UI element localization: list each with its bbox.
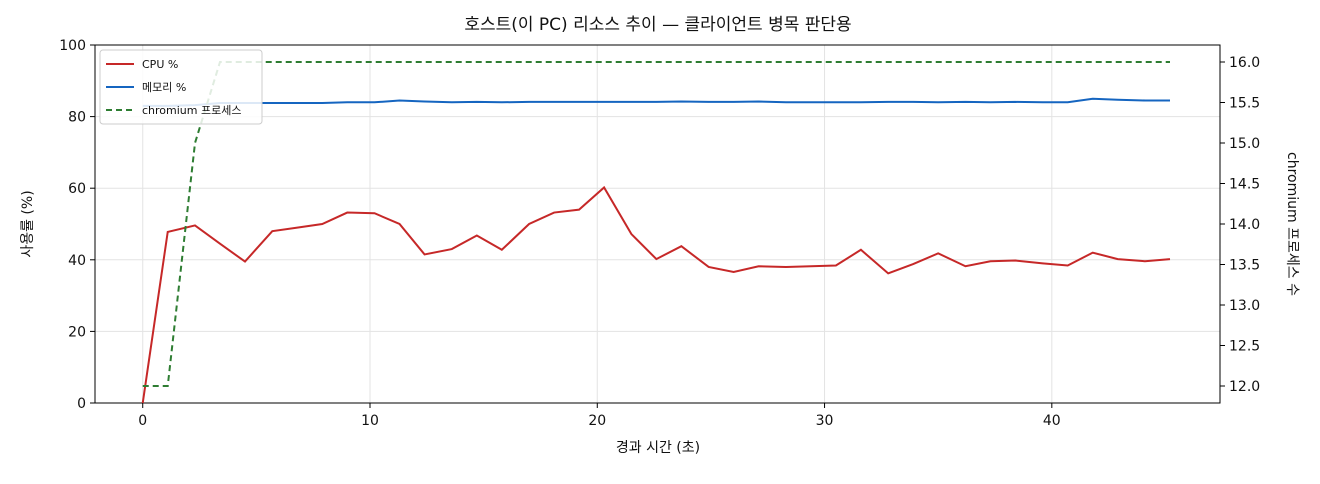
x-axis-label: 경과 시간 (초) — [616, 440, 700, 456]
y2-tick-label: 14.0 — [1229, 217, 1260, 233]
legend: CPU % 메모리 % chromium 프로세스 — [99, 49, 263, 125]
y2-axis-label: chromium 프로세스 수 — [1284, 152, 1300, 296]
y2-tick-label: 13.5 — [1229, 257, 1260, 273]
x-tick-label: 10 — [361, 413, 379, 429]
y-tick-label: 60 — [68, 181, 86, 197]
series-line — [141, 185, 1171, 404]
legend-label: 메모리 % — [142, 81, 186, 94]
y2-tick-label: 14.5 — [1229, 177, 1260, 193]
x-tick-label: 40 — [1043, 413, 1061, 429]
y-tick-label: 20 — [68, 324, 86, 340]
series-line — [142, 97, 1170, 107]
y2-tick-label: 12.0 — [1229, 379, 1260, 395]
y-tick-label: 40 — [68, 253, 86, 269]
x-tick-label: 30 — [816, 413, 834, 429]
y2-tick-label: 15.0 — [1229, 136, 1260, 152]
y-tick-label: 80 — [68, 110, 86, 126]
x-tick-label: 0 — [138, 413, 147, 429]
y2-tick-label: 13.0 — [1229, 298, 1260, 314]
y2-tick-label: 15.5 — [1229, 96, 1260, 112]
legend-box — [99, 49, 263, 125]
y-axis-label: 사용률 (%) — [20, 190, 36, 257]
y-tick-label: 100 — [59, 38, 86, 54]
x-tick-label: 20 — [588, 413, 606, 429]
plot-frame — [94, 44, 1221, 404]
y-tick-label: 0 — [77, 396, 86, 412]
series-line — [142, 61, 1170, 387]
chart-title: 호스트(이 PC) 리소스 추이 — 클라이언트 병목 판단용 — [464, 15, 851, 35]
legend-label: CPU % — [142, 58, 178, 71]
y2-tick-label: 16.0 — [1229, 55, 1260, 71]
legend-label: chromium 프로세스 — [142, 104, 241, 117]
y2-tick-label: 12.5 — [1229, 338, 1260, 354]
